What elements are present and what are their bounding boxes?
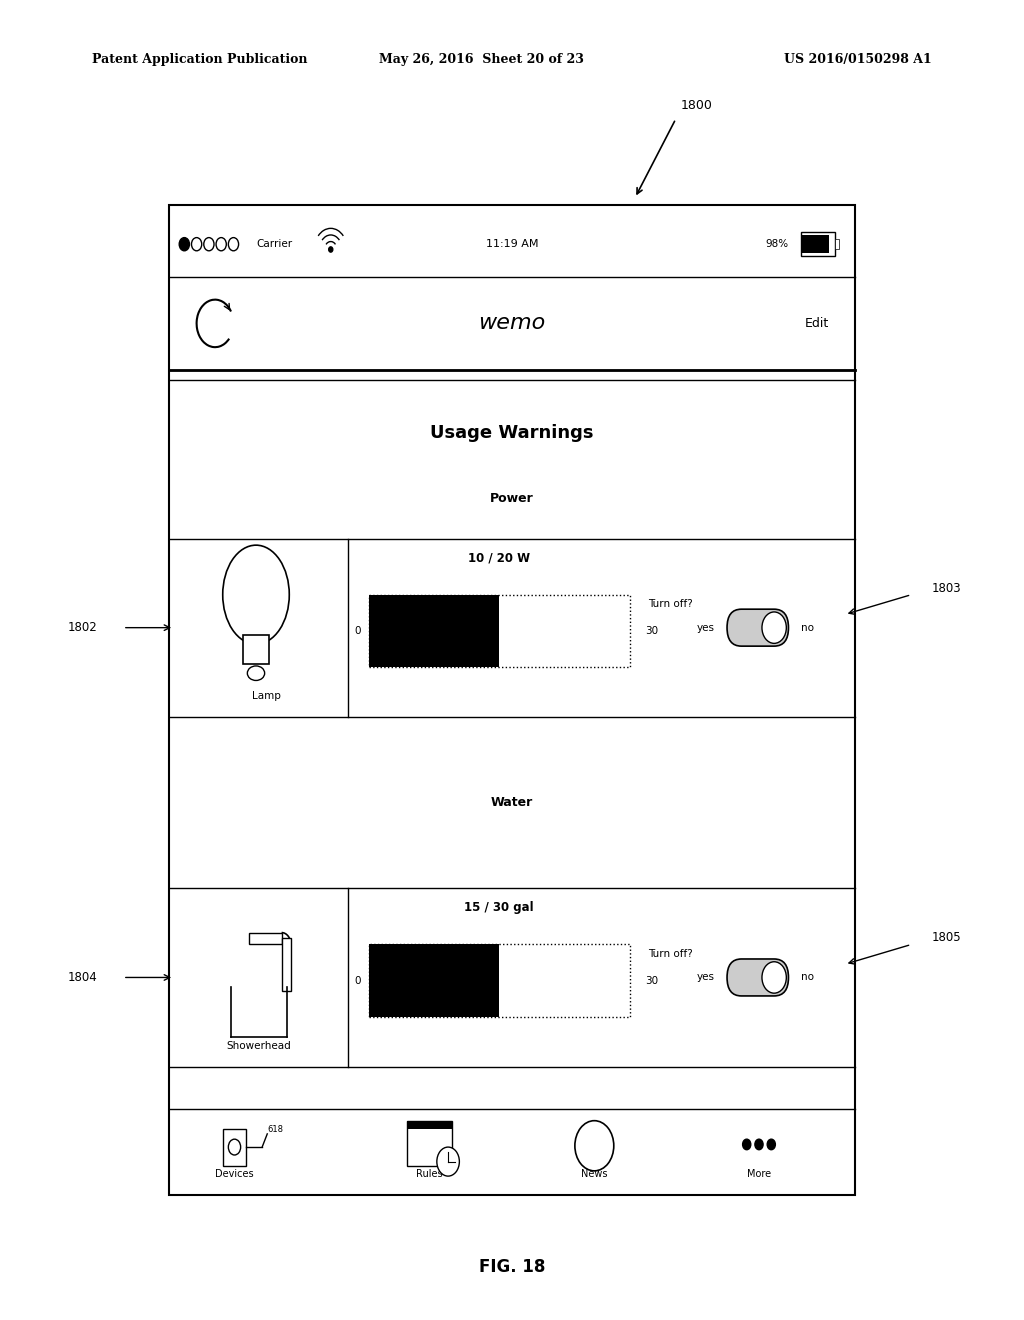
Text: 30: 30 (645, 975, 658, 986)
Text: 1805: 1805 (932, 932, 962, 944)
Circle shape (742, 1139, 751, 1150)
Text: News: News (581, 1168, 607, 1179)
Text: yes: yes (696, 623, 715, 632)
Circle shape (329, 247, 333, 252)
Text: May 26, 2016  Sheet 20 of 23: May 26, 2016 Sheet 20 of 23 (379, 53, 584, 66)
Text: no: no (801, 623, 814, 632)
Text: 30: 30 (645, 626, 658, 636)
Bar (243, 635, 269, 664)
Text: Lamp: Lamp (252, 690, 281, 701)
Text: Carrier: Carrier (256, 239, 292, 249)
Text: Water: Water (490, 796, 534, 809)
Circle shape (767, 1139, 775, 1150)
Text: 618: 618 (267, 1125, 284, 1134)
FancyBboxPatch shape (727, 958, 788, 997)
Ellipse shape (223, 545, 289, 644)
Bar (249, 932, 282, 945)
Text: Patent Application Publication: Patent Application Publication (92, 53, 307, 66)
Bar (369, 945, 630, 1018)
Circle shape (228, 1139, 241, 1155)
Text: 10 / 20 W: 10 / 20 W (468, 552, 530, 564)
Text: 1803: 1803 (932, 582, 962, 594)
Bar (408, 1121, 453, 1129)
Circle shape (574, 1121, 613, 1171)
Text: 1802: 1802 (68, 622, 97, 634)
Circle shape (437, 1147, 460, 1176)
Circle shape (179, 238, 189, 251)
Text: More: More (746, 1168, 771, 1179)
Text: Power: Power (490, 492, 534, 506)
FancyBboxPatch shape (727, 610, 788, 647)
Bar (835, 239, 839, 249)
Bar (369, 594, 500, 668)
Text: 1804: 1804 (68, 972, 97, 983)
Circle shape (762, 962, 786, 993)
Text: 0: 0 (354, 626, 360, 636)
Text: Turn off?: Turn off? (648, 599, 693, 609)
Bar (169, 205, 855, 1195)
Bar (369, 594, 630, 668)
Text: wemo: wemo (478, 313, 546, 334)
Bar (282, 937, 291, 990)
Text: 11:19 AM: 11:19 AM (485, 239, 539, 249)
Text: 15 / 30 gal: 15 / 30 gal (465, 902, 534, 913)
Text: i: i (593, 1138, 596, 1151)
Text: Rules: Rules (417, 1168, 443, 1179)
Text: no: no (801, 973, 814, 982)
Text: FIG. 18: FIG. 18 (479, 1258, 545, 1276)
Ellipse shape (248, 667, 264, 681)
Circle shape (762, 612, 786, 643)
Bar (802, 235, 829, 253)
Bar (223, 1129, 246, 1166)
Text: Turn off?: Turn off? (648, 949, 693, 958)
Text: US 2016/0150298 A1: US 2016/0150298 A1 (784, 53, 932, 66)
Text: 1800: 1800 (681, 99, 713, 112)
Text: 31: 31 (419, 1140, 432, 1151)
Text: 0: 0 (354, 975, 360, 986)
Bar (369, 945, 500, 1018)
Text: Devices: Devices (215, 1168, 254, 1179)
Text: yes: yes (696, 973, 715, 982)
Text: Showerhead: Showerhead (226, 1040, 292, 1051)
Bar (408, 1121, 453, 1166)
Text: Usage Warnings: Usage Warnings (430, 424, 594, 442)
Circle shape (755, 1139, 763, 1150)
Bar (801, 232, 835, 256)
Text: Edit: Edit (805, 317, 829, 330)
Text: 98%: 98% (765, 239, 788, 249)
